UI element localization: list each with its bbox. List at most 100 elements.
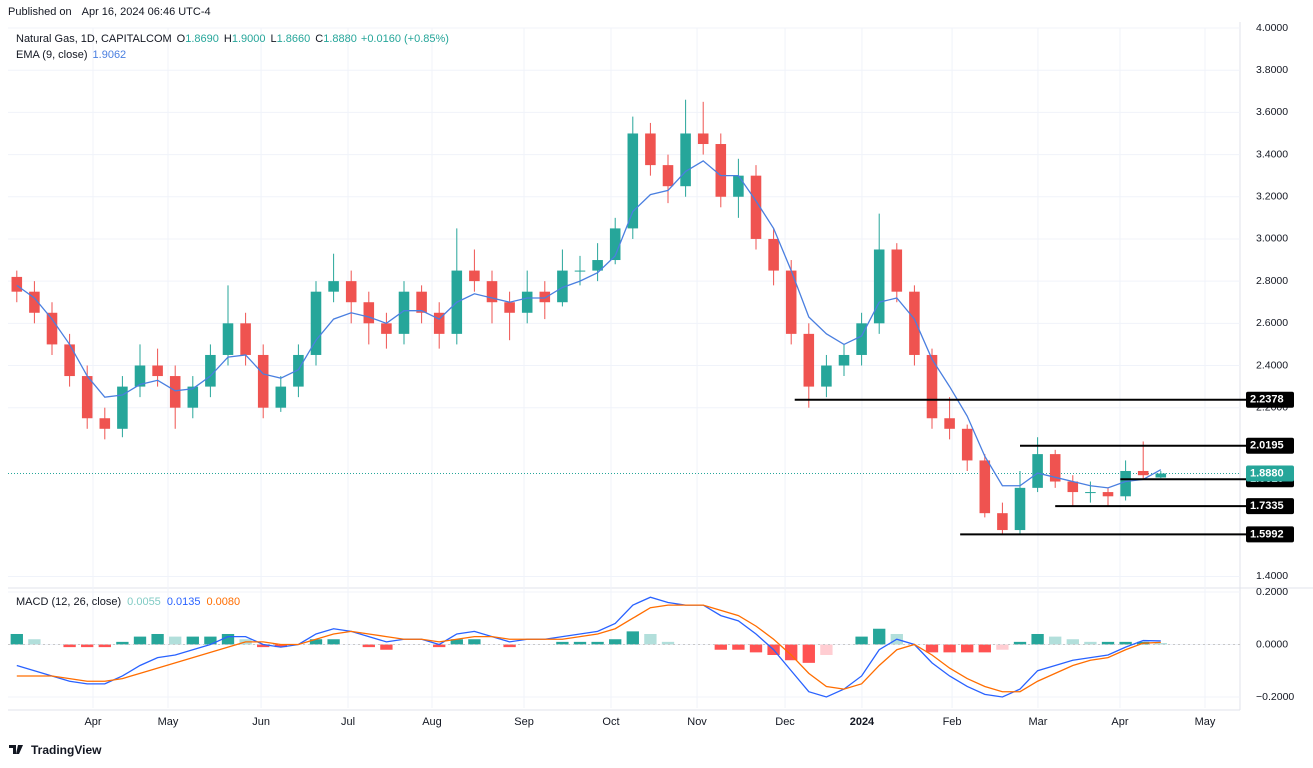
candle-body bbox=[46, 312, 58, 345]
macd-histogram-bar bbox=[925, 644, 939, 653]
last-price-label: 1.8880 bbox=[1250, 467, 1284, 479]
candle-body bbox=[592, 260, 603, 271]
ema-legend: EMA (9, close) 1.9062 bbox=[16, 49, 126, 61]
level-label-box bbox=[1246, 526, 1294, 543]
macd-histogram-bar bbox=[257, 644, 270, 648]
macd-histogram-bar bbox=[556, 641, 569, 645]
macd-histogram-bar bbox=[732, 644, 745, 650]
candle-body bbox=[645, 133, 656, 166]
macd-histogram-bar bbox=[714, 644, 727, 650]
y-tick-label: 2.6000 bbox=[1256, 317, 1288, 329]
macd-histogram-bar bbox=[591, 641, 604, 645]
macd-histogram-bar bbox=[274, 644, 287, 648]
candle-body bbox=[979, 460, 991, 514]
labels: 1.40002.20002.40002.60002.80003.00003.20… bbox=[84, 22, 1294, 728]
macd-histogram-bar bbox=[98, 644, 111, 648]
candle-body bbox=[997, 513, 1008, 531]
ohlc-key: O bbox=[177, 33, 186, 45]
candle-body bbox=[293, 354, 304, 387]
macd-histogram-bar bbox=[503, 644, 516, 648]
macd-histogram-bar bbox=[996, 644, 1009, 650]
y-tick-label: 4.0000 bbox=[1256, 22, 1288, 34]
macd-histogram-bar bbox=[362, 644, 375, 648]
macd-histogram-bar bbox=[186, 636, 199, 645]
candle-body bbox=[680, 133, 691, 187]
ema-line bbox=[16, 160, 1162, 489]
candle-body bbox=[469, 270, 480, 282]
macd-histogram-bar bbox=[450, 639, 463, 645]
macd-histogram-bar bbox=[961, 644, 974, 653]
macd-histogram-bar bbox=[1101, 641, 1115, 645]
ohlc-value: 1.8880 bbox=[323, 33, 357, 45]
macd-histogram-bar bbox=[63, 644, 76, 648]
x-tick-label: Mar bbox=[1028, 716, 1047, 728]
ohlc-value: 1.8690 bbox=[185, 33, 219, 45]
candle-body bbox=[821, 365, 832, 387]
macd-histogram-bar bbox=[380, 644, 393, 650]
ema-name: EMA (9, close) bbox=[16, 49, 88, 61]
macd-histogram-bar bbox=[1013, 641, 1027, 645]
change: +0.0160 (+0.85%) bbox=[361, 33, 449, 45]
macd-histogram-bar bbox=[626, 631, 639, 645]
level-label: 1.5992 bbox=[1250, 528, 1284, 540]
x-tick-label: Oct bbox=[602, 716, 619, 728]
macd-value: 0.0135 bbox=[167, 596, 201, 608]
macd-histogram-bar bbox=[661, 641, 675, 645]
x-tick-label: Feb bbox=[943, 716, 962, 728]
candle-body bbox=[1155, 473, 1167, 478]
candle-body bbox=[328, 281, 339, 292]
macd-histogram-bar bbox=[28, 639, 41, 645]
macd-histogram-bar bbox=[978, 644, 991, 653]
ohlc-value: 1.9000 bbox=[232, 33, 266, 45]
x-tick-label: Jun bbox=[252, 716, 270, 728]
symbol: Natural Gas, 1D, CAPITALCOM bbox=[16, 33, 172, 45]
candle-body bbox=[961, 428, 973, 461]
ohlc-key: L bbox=[271, 33, 277, 45]
candle-body bbox=[11, 276, 23, 292]
candle-body bbox=[891, 249, 903, 292]
x-tick-label: Aug bbox=[422, 716, 442, 728]
x-tick-label: 2024 bbox=[850, 716, 875, 728]
macd-histogram-bar bbox=[116, 641, 129, 645]
y-tick-label: 3.0000 bbox=[1256, 233, 1288, 245]
candle-body bbox=[345, 281, 357, 303]
candle-body bbox=[416, 291, 427, 313]
candle-body bbox=[785, 270, 797, 334]
candle-body bbox=[838, 354, 850, 366]
y-tick-label: 2.8000 bbox=[1256, 275, 1288, 287]
macd-histogram-bar bbox=[151, 633, 164, 645]
macd-histogram-bar bbox=[221, 633, 235, 645]
candle-body bbox=[627, 133, 639, 229]
candle-body bbox=[539, 291, 551, 303]
x-tick-label: Dec bbox=[775, 716, 795, 728]
candle-body bbox=[134, 365, 146, 387]
candle-body bbox=[697, 133, 709, 145]
x-tick-label: Nov bbox=[687, 716, 707, 728]
candle-body bbox=[1049, 454, 1061, 482]
candle-body bbox=[257, 354, 269, 408]
macd-histogram-bar bbox=[10, 633, 23, 645]
macd-histogram-bar bbox=[1066, 639, 1079, 645]
candle-body bbox=[222, 323, 234, 355]
candle-body bbox=[909, 291, 920, 355]
macd-histogram-bar bbox=[802, 644, 815, 663]
y-tick-label: 1.4000 bbox=[1256, 570, 1288, 582]
brand-name: TradingView bbox=[31, 743, 102, 757]
x-tick-label: Jul bbox=[341, 716, 355, 728]
candle-body bbox=[99, 418, 111, 429]
candle-body bbox=[81, 376, 93, 419]
macd-title: MACD (12, 26, close) bbox=[16, 596, 121, 608]
macd-tick-label: −0.2000 bbox=[1256, 691, 1294, 703]
y-tick-label: 3.4000 bbox=[1256, 148, 1288, 160]
ohlc-key: H bbox=[224, 33, 232, 45]
level-label-box bbox=[1246, 391, 1294, 408]
candle-body bbox=[240, 323, 251, 355]
macd-histogram-bar bbox=[309, 639, 323, 645]
macd-legend: MACD (12, 26, close) 0.0055 0.0135 0.0080 bbox=[16, 596, 240, 608]
y-tick-label: 3.2000 bbox=[1256, 191, 1288, 203]
x-tick-label: Sep bbox=[514, 716, 534, 728]
x-tick-label: Apr bbox=[1111, 716, 1128, 728]
ohlc-value: 1.8660 bbox=[277, 33, 311, 45]
candle-body bbox=[521, 291, 533, 313]
